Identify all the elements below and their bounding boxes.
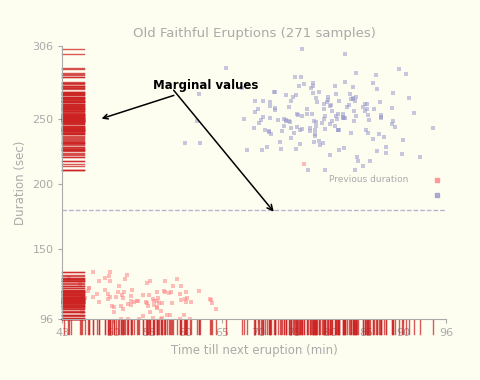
Y-axis label: Duration (sec): Duration (sec) xyxy=(14,140,27,225)
Text: Previous duration: Previous duration xyxy=(329,175,408,184)
Title: Old Faithful Eruptions (271 samples): Old Faithful Eruptions (271 samples) xyxy=(133,27,376,40)
Text: Marginal values: Marginal values xyxy=(103,79,258,119)
X-axis label: Time till next eruption (min): Time till next eruption (min) xyxy=(171,344,338,357)
